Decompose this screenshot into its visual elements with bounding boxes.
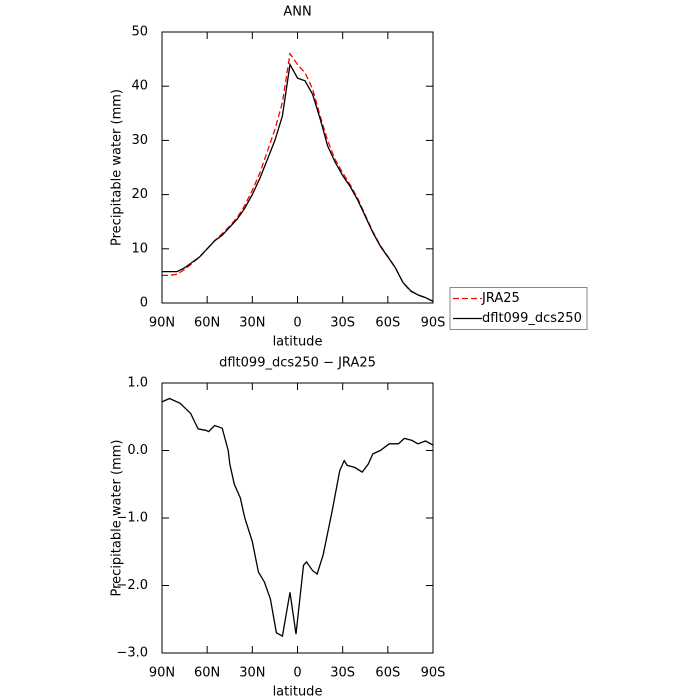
x-tick-label: 60S (375, 316, 400, 331)
plot-frame (161, 382, 434, 654)
data-line (162, 62, 434, 302)
x-tick-label: 60N (194, 666, 220, 681)
y-tick-label: 10 (131, 241, 148, 256)
chart-title: dflt099_dcs250 − JRA25 (219, 356, 376, 371)
y-axis-label: Precipitable water (mm) (110, 440, 125, 597)
x-axis-label: latitude (273, 685, 323, 700)
legend-label: dflt099_dcs250 (482, 311, 582, 326)
x-tick-label: 30N (239, 666, 265, 681)
x-tick-label: 30S (330, 316, 355, 331)
x-tick-label: 60S (375, 666, 400, 681)
y-tick-label: 20 (131, 187, 148, 202)
chart-title: ANN (283, 5, 311, 20)
x-tick-label: 30N (239, 316, 265, 331)
y-tick-label: 40 (131, 79, 148, 94)
x-tick-label: 0 (293, 666, 301, 681)
x-axis-label: latitude (273, 335, 323, 350)
x-tick-label: 90S (421, 316, 446, 331)
y-tick-label: 1.0 (127, 376, 148, 391)
x-tick-label: 30S (330, 666, 355, 681)
legend-label: JRA25 (481, 291, 520, 306)
legend-box (449, 287, 588, 330)
y-tick-label: 0.0 (127, 443, 148, 458)
x-tick-label: 90S (421, 666, 446, 681)
y-tick-label: 30 (131, 133, 148, 148)
plot-frame (161, 31, 434, 304)
y-tick-label: −3.0 (116, 646, 148, 661)
y-tick-label: 0 (140, 296, 148, 311)
data-line (161, 397, 434, 638)
y-tick-label: −2.0 (116, 578, 148, 593)
x-tick-label: 90N (149, 666, 175, 681)
x-tick-label: 0 (293, 316, 301, 331)
y-tick-label: −1.0 (116, 511, 148, 526)
x-tick-label: 60N (194, 316, 220, 331)
y-axis-label: Precipitable water (mm) (110, 89, 125, 246)
y-tick-label: 50 (131, 25, 148, 40)
x-tick-label: 90N (149, 316, 175, 331)
